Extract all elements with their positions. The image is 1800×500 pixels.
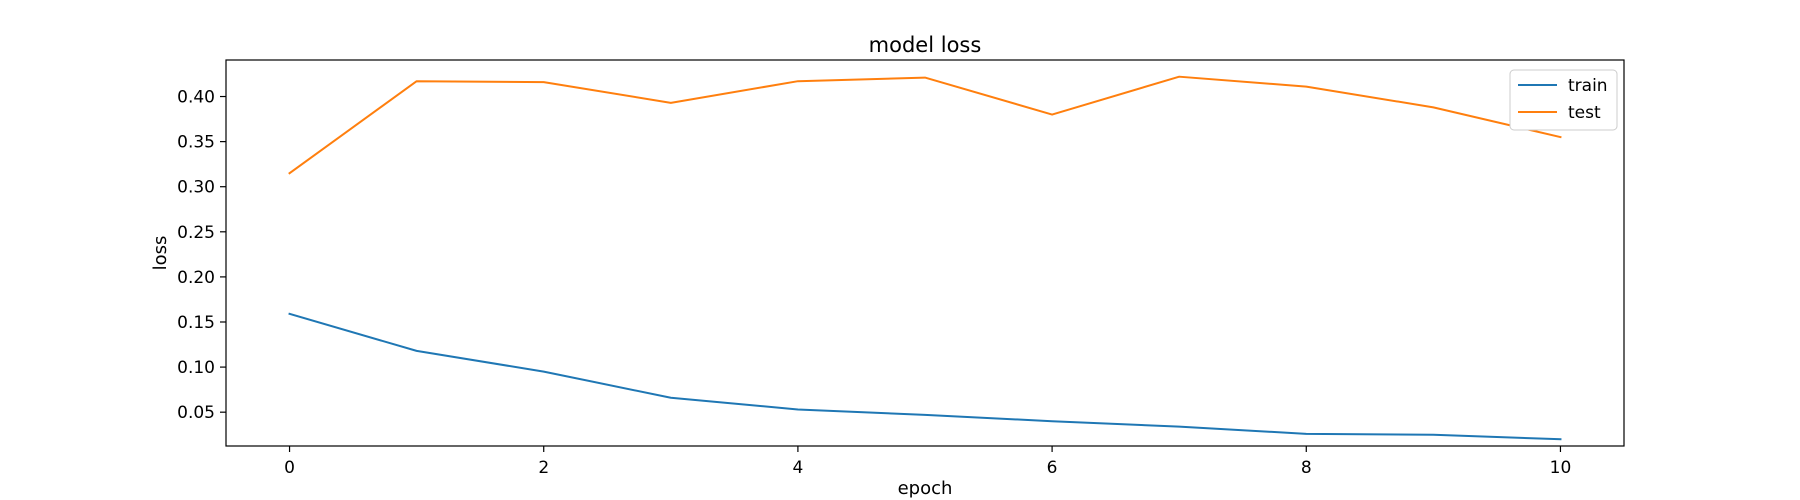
x-tick-label: 8 [1301, 458, 1312, 478]
series-layer [288, 75, 1562, 441]
x-tick-label: 2 [538, 458, 549, 478]
y-tick-label: 0.25 [177, 223, 215, 243]
x-axis-label: epoch [898, 478, 953, 499]
train-series-line [288, 312, 1562, 441]
plot-area-frame [225, 59, 1625, 447]
y-tick-label: 0.30 [177, 178, 215, 198]
x-tick-label: 6 [1047, 458, 1058, 478]
y-tick-label: 0.15 [177, 313, 215, 333]
x-tick-label: 0 [284, 458, 295, 478]
test-legend-label: test [1568, 103, 1601, 123]
y-tick-label: 0.10 [177, 358, 215, 378]
chart-title: model loss [869, 33, 982, 57]
x-tick-label: 4 [792, 458, 803, 478]
y-tick-label: 0.20 [177, 268, 215, 288]
x-tick-label: 10 [1550, 458, 1572, 478]
test-series-line [288, 75, 1562, 175]
x-axis-ticks: 0 2 4 6 8 10 [284, 446, 1571, 478]
y-tick-label: 0.35 [177, 133, 215, 153]
legend: train test [1509, 69, 1618, 131]
y-axis-ticks: 0.05 0.10 0.15 0.20 0.25 0.30 0.35 0.40 [177, 88, 226, 423]
y-axis-label: loss [150, 236, 171, 271]
train-legend-label: train [1568, 76, 1608, 96]
y-tick-label: 0.40 [177, 88, 215, 108]
y-tick-label: 0.05 [177, 403, 215, 423]
